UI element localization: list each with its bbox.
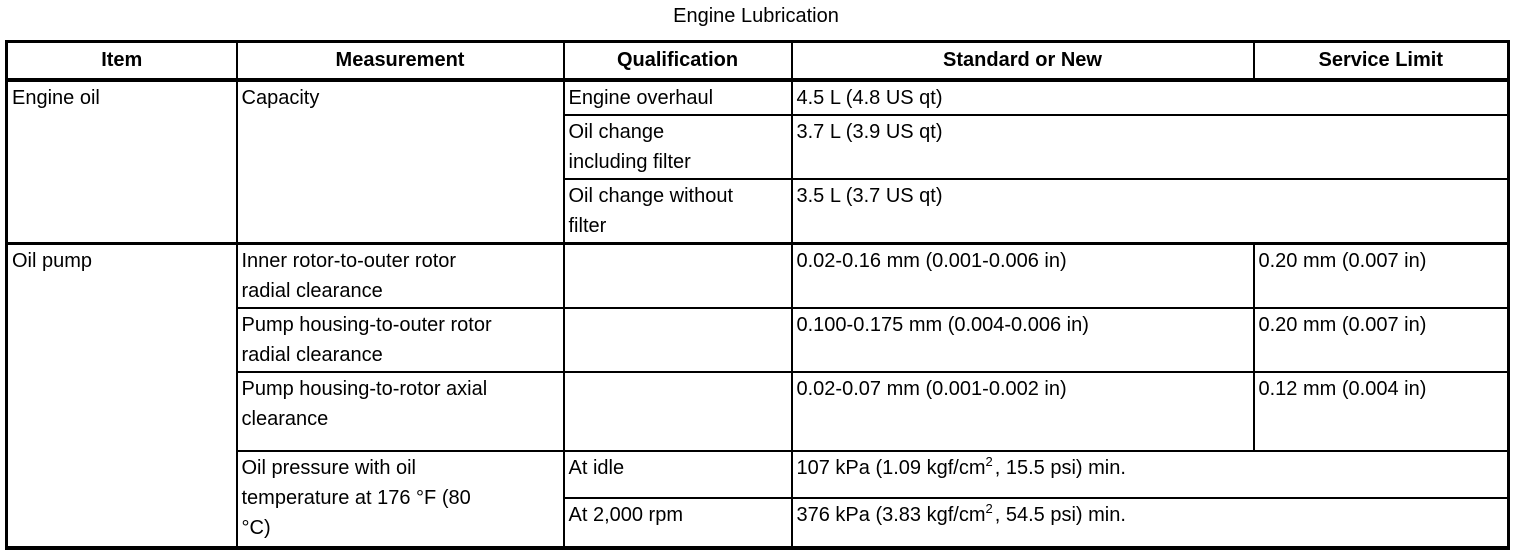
header-row: Item Measurement Qualification Standard … xyxy=(5,40,1510,82)
table-row: Oil change without filter 3.5 L (3.7 US … xyxy=(7,177,1510,245)
column-header-standard-or-new: Standard or New xyxy=(790,40,1255,82)
pressure-value-text: , 54.5 psi) min. xyxy=(994,504,1126,526)
table-row: Engine oil Capacity Engine overhaul 4.5 … xyxy=(5,78,1510,245)
table-row: Oil pump Inner rotor-to-outer rotor radi… xyxy=(5,242,1510,549)
table-row: Pump housing-to-outer rotor radial clear… xyxy=(7,307,1510,373)
service-limit-cell: 0.20 mm (0.007 in) xyxy=(1252,242,1510,309)
standard-cell: 0.02-0.16 mm (0.001-0.006 in) xyxy=(790,242,1255,309)
standard-cell: 3.7 L (3.9 US qt) xyxy=(790,113,1510,180)
measurement-cell-housing-rotor-axial-clearance: Pump housing-to-rotor axial clearance xyxy=(235,371,565,452)
measurement-cell-housing-outer-rotor-clearance: Pump housing-to-outer rotor radial clear… xyxy=(235,307,565,373)
column-header-service-limit: Service Limit xyxy=(1252,40,1510,82)
qualification-cell-at-2000-rpm: At 2,000 rpm xyxy=(562,497,793,549)
page: Engine Lubrication Item Measurement Qual… xyxy=(0,3,1520,556)
engine-lubrication-spec-table: Item Measurement Qualification Standard … xyxy=(5,40,1510,550)
page-title: Engine Lubrication xyxy=(673,5,839,27)
table-row: Oil change including filter 3.7 L (3.9 U… xyxy=(7,113,1510,180)
qualification-cell-oil-change-including-filter: Oil change including filter xyxy=(562,113,793,180)
qualification-cell-empty xyxy=(562,307,793,373)
table-row: Pump housing-to-rotor axial clearance 0.… xyxy=(7,371,1510,452)
standard-cell: 0.02-0.07 mm (0.001-0.002 in) xyxy=(790,371,1255,452)
standard-cell-pressure-idle: 107 kPa (1.09 kgf/cm2, 15.5 psi) min. xyxy=(790,450,1510,499)
column-header-qualification: Qualification xyxy=(562,40,793,82)
qualification-cell-empty xyxy=(562,242,793,309)
table-row: Oil pressure with oil temperature at 176… xyxy=(7,450,1510,549)
pressure-value-text: , 15.5 psi) min. xyxy=(994,457,1126,479)
column-header-item: Item xyxy=(5,40,238,82)
table-row: At 2,000 rpm 376 kPa (3.83 kgf/cm2, 54.5… xyxy=(7,497,1510,549)
qualification-cell-oil-change-without-filter: Oil change without filter xyxy=(562,177,793,245)
qualification-cell-at-idle: At idle xyxy=(562,450,793,499)
pressure-value-text: 376 kPa (3.83 kgf/cm xyxy=(796,504,986,526)
standard-cell: 0.100-0.175 mm (0.004-0.006 in) xyxy=(790,307,1255,373)
qualification-cell-engine-overhaul: Engine overhaul xyxy=(562,78,793,116)
item-cell-oil-pump: Oil pump xyxy=(5,242,238,549)
item-cell-engine-oil: Engine oil xyxy=(5,78,238,245)
service-limit-cell: 0.12 mm (0.004 in) xyxy=(1252,371,1510,452)
measurement-cell-inner-rotor-clearance: Inner rotor-to-outer rotor radial cleara… xyxy=(235,242,565,309)
standard-cell: 4.5 L (4.8 US qt) xyxy=(790,78,1510,116)
pressure-value-text: 107 kPa (1.09 kgf/cm xyxy=(796,457,986,479)
column-header-measurement: Measurement xyxy=(235,40,565,82)
qualification-cell-empty xyxy=(562,371,793,452)
measurement-cell-oil-pressure: Oil pressure with oil temperature at 176… xyxy=(235,450,565,549)
standard-cell-pressure-2000rpm: 376 kPa (3.83 kgf/cm2, 54.5 psi) min. xyxy=(790,497,1510,549)
service-limit-cell: 0.20 mm (0.007 in) xyxy=(1252,307,1510,373)
measurement-cell-capacity: Capacity xyxy=(235,78,565,245)
standard-cell: 3.5 L (3.7 US qt) xyxy=(790,177,1510,245)
pressure-value-superscript: 2 xyxy=(985,501,993,517)
pressure-value-superscript: 2 xyxy=(985,454,993,470)
